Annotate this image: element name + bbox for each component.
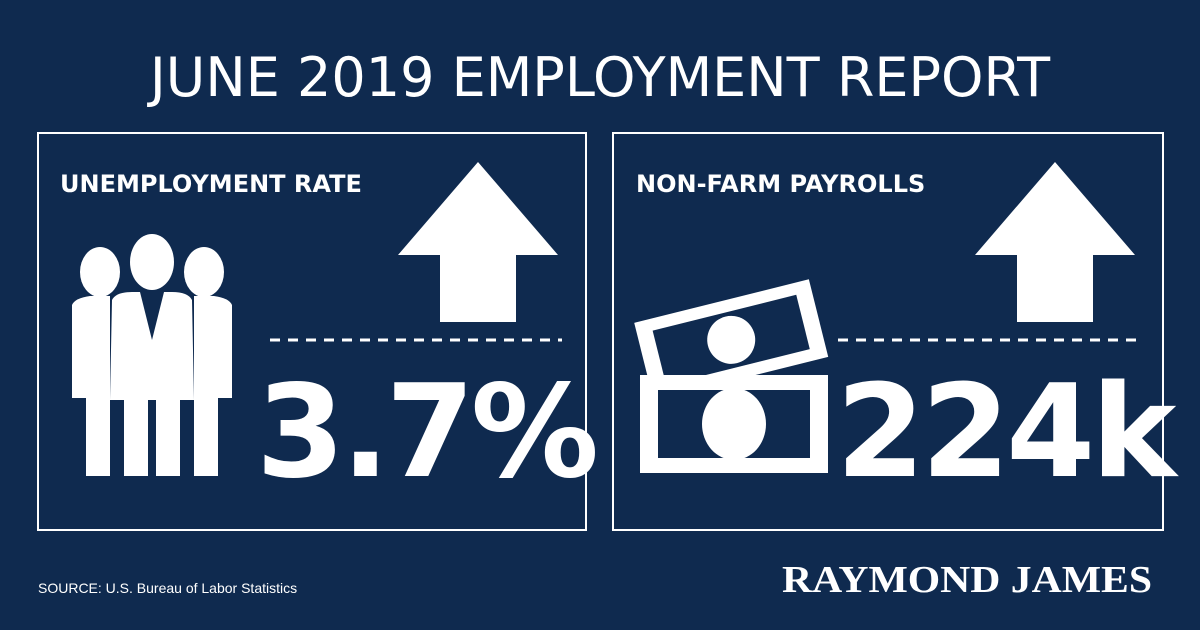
source: SOURCE: U.S. Bureau of Labor Statistics [38, 580, 297, 596]
panel-label: UNEMPLOYMENT RATE [60, 170, 362, 198]
money-icon [634, 279, 829, 473]
people-icon [72, 234, 232, 476]
panel-frame [37, 132, 587, 531]
up-arrow [975, 162, 1135, 322]
panel-value: 224k [836, 358, 1179, 507]
panel-value: 3.7% [256, 358, 596, 507]
title: JUNE 2019 EMPLOYMENT REPORT [147, 46, 1051, 109]
up-arrow [398, 162, 558, 322]
panel-frame [612, 132, 1164, 531]
panel-label: NON-FARM PAYROLLS [636, 170, 925, 198]
brand: RAYMOND JAMES [782, 559, 1152, 601]
